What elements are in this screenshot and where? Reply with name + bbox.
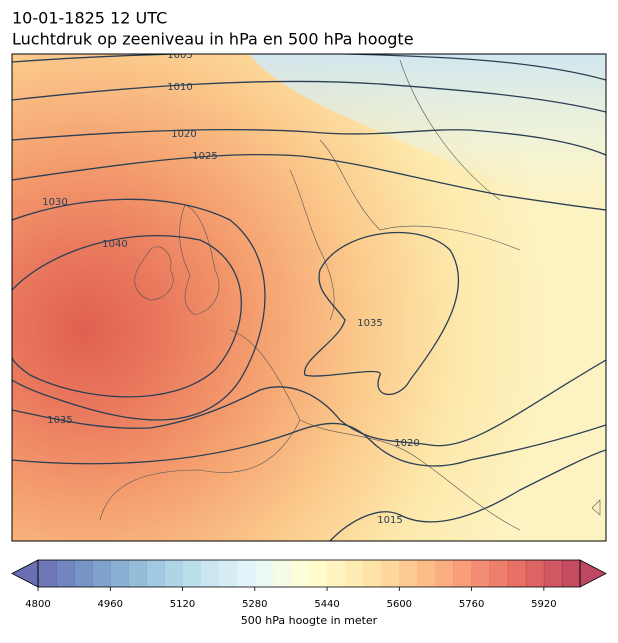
colorbar-band	[309, 560, 328, 587]
title: Luchtdruk op zeeniveau in hPa en 500 hPa…	[12, 30, 414, 49]
isobar-label: 1015	[377, 515, 402, 526]
colorbar-tick-label: 5920	[531, 599, 556, 610]
colorbar-band	[345, 560, 364, 587]
isobar-label: 1035	[357, 318, 382, 329]
colorbar-band	[236, 560, 256, 587]
colorbar-tick-label: 5280	[242, 599, 267, 610]
height-field-north	[250, 54, 606, 230]
colorbar-band	[381, 560, 400, 587]
colorbar-band	[489, 560, 509, 587]
colorbar-tick-label: 5600	[387, 599, 412, 610]
map-frame	[11, 53, 607, 542]
colorbar-tick-label: 5440	[314, 599, 339, 610]
isobar	[12, 80, 606, 113]
isobar	[12, 153, 606, 211]
coastline	[99, 59, 601, 531]
isobar	[12, 54, 606, 81]
isobar-label: 1010	[167, 82, 192, 93]
colorbar-tick-label: 5760	[459, 599, 484, 610]
colorbar-band	[56, 560, 75, 587]
colorbar-band	[327, 560, 346, 587]
colorbar-band	[290, 560, 310, 587]
colorbar-band	[74, 560, 93, 587]
isobar	[304, 231, 460, 396]
colorbar-tick-label: 4800	[25, 599, 50, 610]
colorbar-band	[218, 560, 238, 587]
colorbar: 4800 4960 5120 5280 5440 5600 5760 5920 500 hPa …	[11, 559, 607, 627]
isobar	[12, 198, 266, 421]
colorbar-band	[525, 560, 545, 587]
colorbar-band	[363, 560, 382, 587]
isobar-label: 1005	[167, 50, 192, 61]
colorbar-band	[543, 560, 563, 587]
colorbar-band	[146, 560, 165, 587]
colorbar-band	[182, 560, 202, 587]
isobar-label: 1020	[171, 129, 196, 140]
colorbar-band	[561, 560, 581, 587]
isobar-label: 1025	[192, 151, 217, 162]
isobar	[12, 422, 606, 467]
isobar	[12, 359, 606, 447]
colorbar-band	[417, 560, 436, 587]
colorbar-band	[38, 560, 57, 587]
colorbar-band	[507, 560, 527, 587]
colorbar-frame	[37, 559, 581, 588]
colorbar-band	[92, 560, 111, 587]
isobars	[12, 54, 606, 541]
isobar-label: 1020	[394, 438, 419, 449]
isobar-label: 1035	[47, 415, 72, 426]
isobar-label: 1030	[42, 197, 67, 208]
isobar	[12, 234, 242, 398]
isobar	[12, 128, 606, 156]
colorbar-band	[471, 560, 491, 587]
colorbar-band	[453, 560, 473, 587]
colorbar-tick-label: 4960	[98, 599, 123, 610]
isobar-label: 1040	[102, 239, 127, 250]
colorbar-label: 500 hPa hoogte in meter	[241, 614, 378, 627]
colorbar-band	[254, 560, 274, 587]
colorbar-extend-low	[11, 559, 39, 588]
map: 1005 1010 1020 1025 1030 1040 1035 1035 1020 1015	[12, 50, 606, 541]
colorbar-band	[200, 560, 220, 587]
colorbar-band	[435, 560, 455, 587]
colorbar-band	[399, 560, 418, 587]
date: 10-01-1825 12 UTC	[12, 9, 167, 28]
colorbar-band	[272, 560, 292, 587]
colorbar-band	[128, 560, 147, 587]
colorbar-tick-label: 5120	[170, 599, 195, 610]
colorbar-extend-high	[579, 559, 607, 588]
colorbar-band	[110, 560, 129, 587]
colorbar-band	[164, 560, 184, 587]
isobar	[329, 449, 606, 541]
